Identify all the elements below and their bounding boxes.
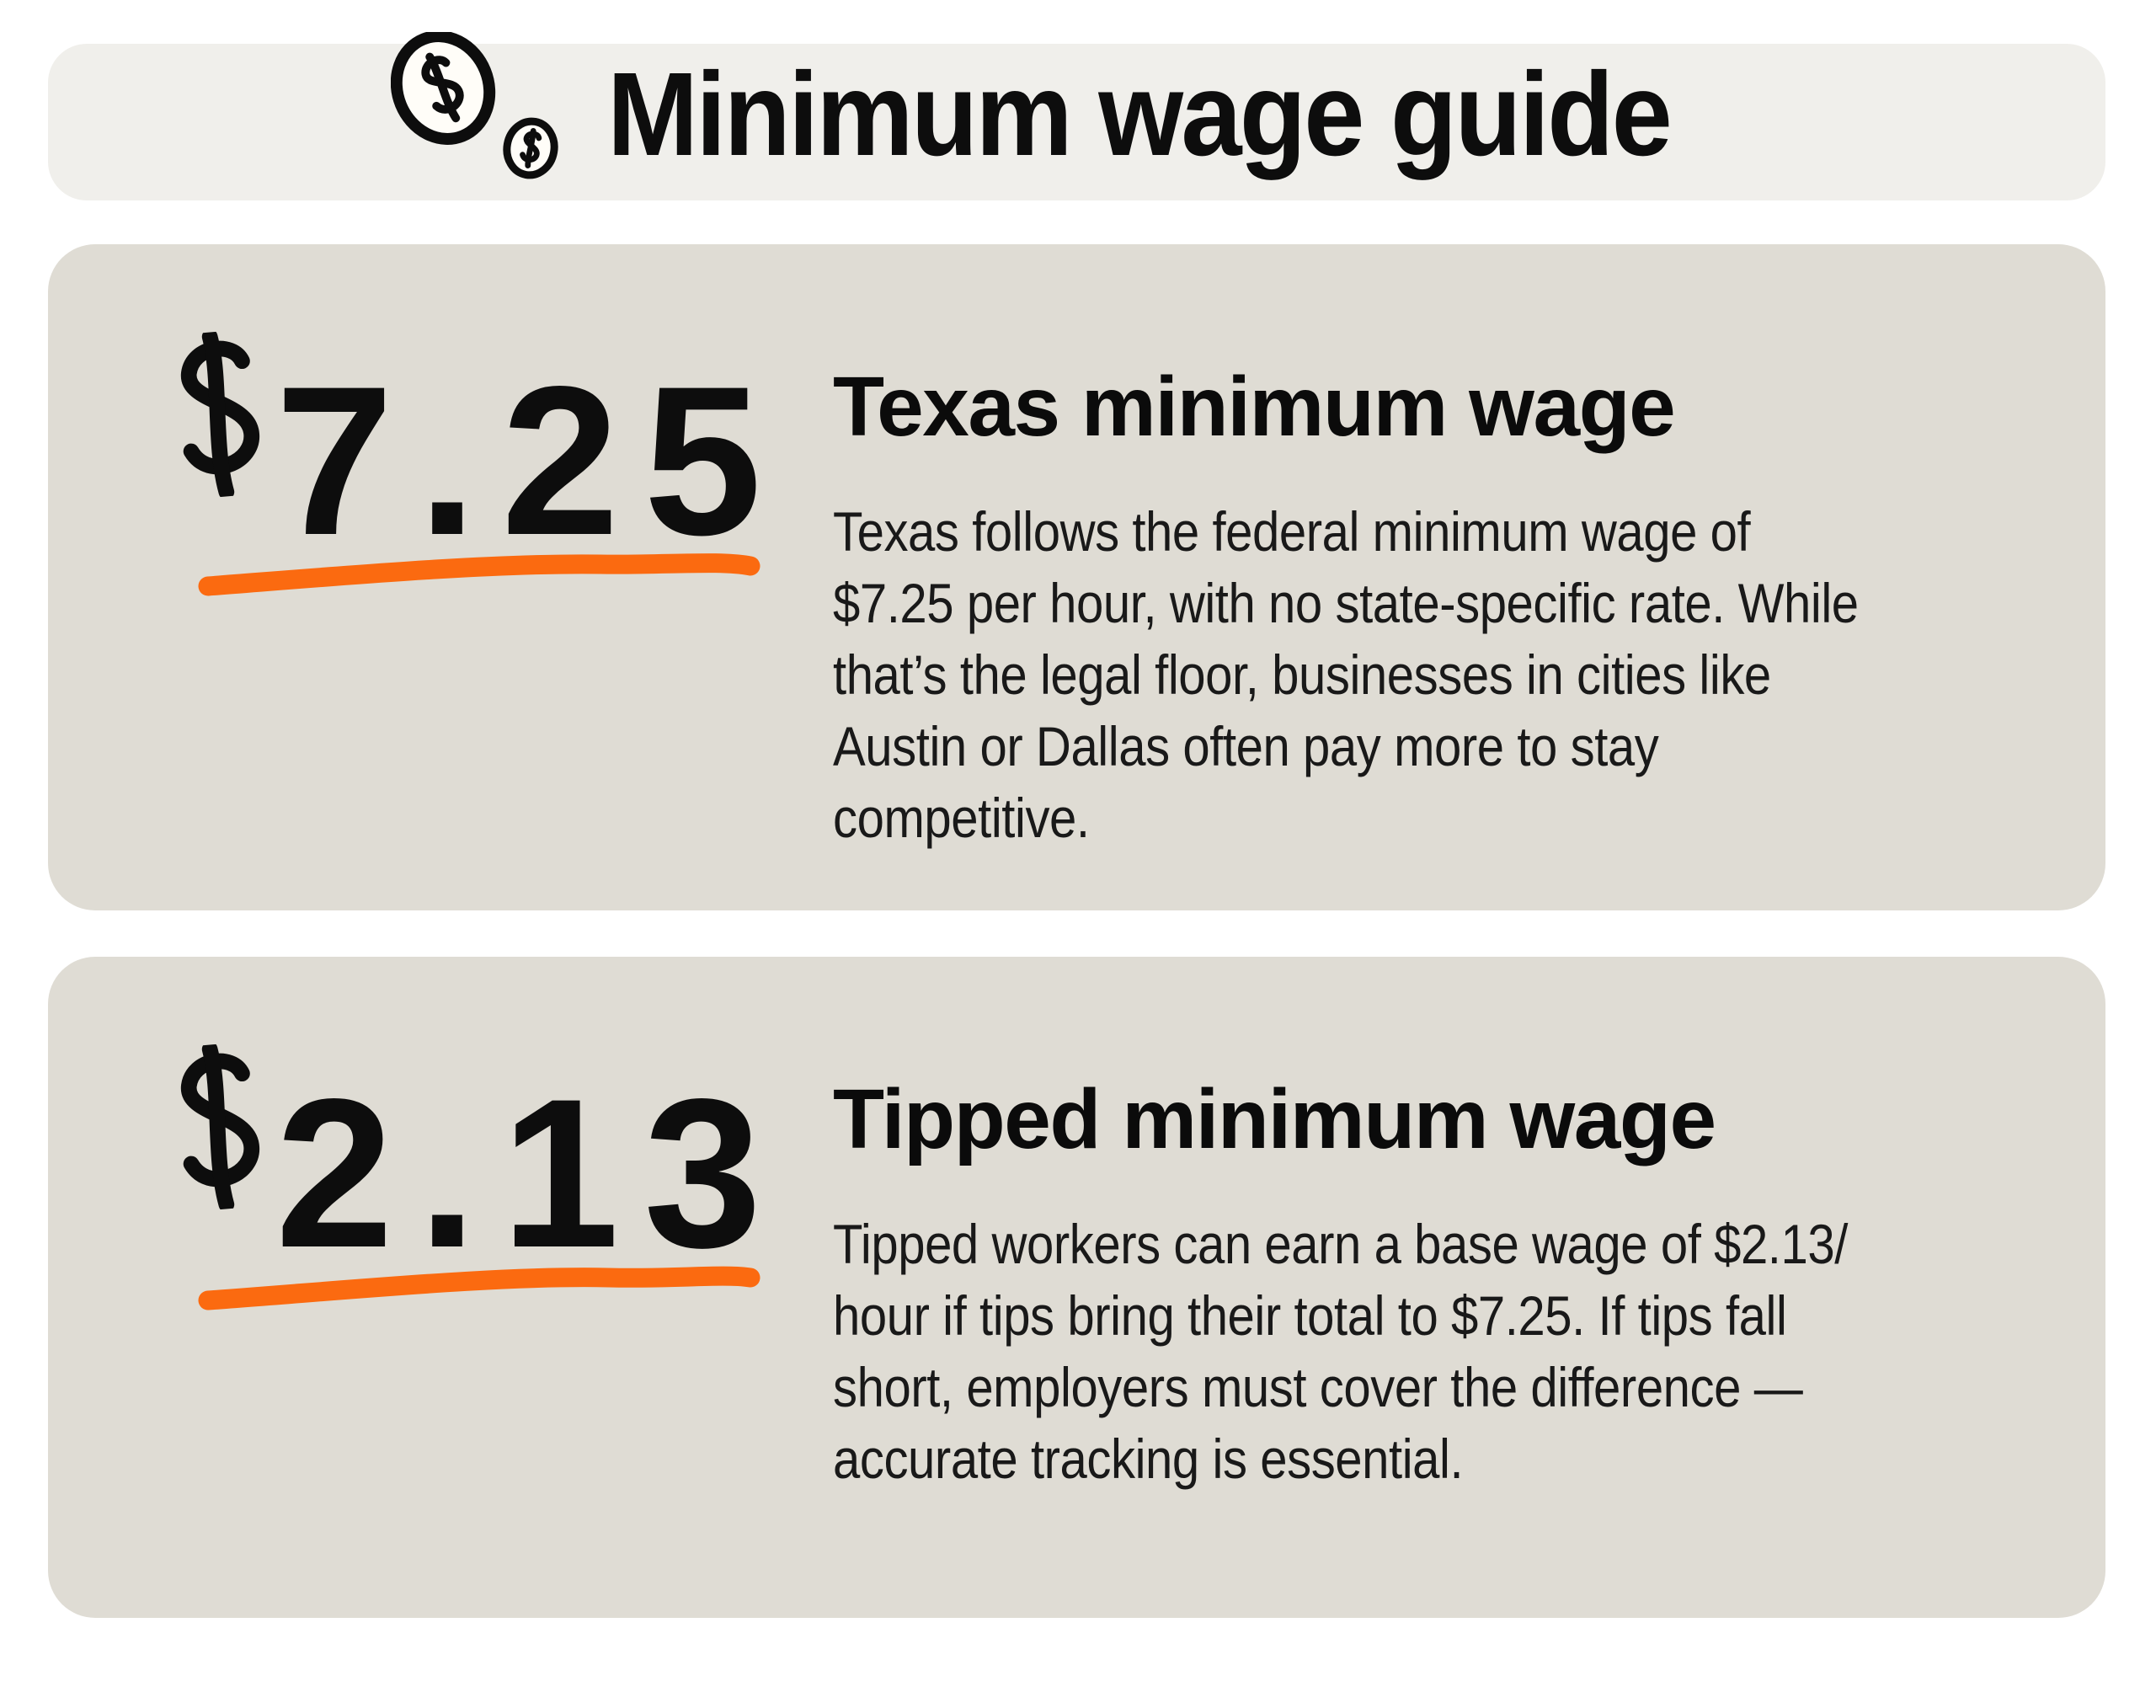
dollar-sign-icon: [164, 1040, 273, 1213]
page-title: Minimum wage guide: [607, 46, 1673, 180]
card-text-column: Tipped minimum wage Tipped workers can e…: [833, 1077, 1986, 1495]
card-heading: Texas minimum wage: [833, 360, 1676, 454]
body-line: short, employers must cover the differen…: [833, 1356, 1803, 1418]
dollar-sign-icon: [164, 328, 273, 500]
page-root: Minimum wage guide 7.25 Texas minimum wa…: [0, 32, 2156, 1618]
hand-drawn-underline: [198, 1266, 760, 1310]
card-tipped-minimum-wage: 2.13 Tipped minimum wage Tipped workers …: [48, 957, 2105, 1618]
dollar-coin-large-icon: [391, 32, 496, 145]
card-body: Tipped workers can earn a base wage of $…: [833, 1209, 1986, 1495]
body-line: $7.25 per hour, with no state-specific r…: [833, 572, 1859, 634]
body-line: accurate tracking is essential.: [833, 1428, 1464, 1490]
dollar-coin-small-icon: [503, 117, 558, 179]
body-line: hour if tips bring their total to $7.25.…: [833, 1284, 1787, 1347]
card-text-column: Texas minimum wage Texas follows the fed…: [833, 365, 1999, 854]
wage-amount: 7.25: [171, 332, 786, 568]
body-line: Texas follows the federal minimum wage o…: [833, 500, 1751, 563]
card-body: Texas follows the federal minimum wage o…: [833, 496, 1999, 854]
body-line: that’s the legal floor, businesses in ci…: [833, 643, 1771, 706]
body-line: competitive.: [833, 787, 1090, 849]
card-heading: Tipped minimum wage: [833, 1072, 1716, 1166]
dollar-coins-icon: [391, 32, 558, 179]
card-texas-minimum-wage: 7.25 Texas minimum wage Texas follows th…: [48, 244, 2105, 910]
header-bar: Minimum wage guide: [48, 32, 2105, 200]
wage-amount-value: 7.25: [275, 343, 787, 579]
body-line: Tipped workers can earn a base wage of $…: [833, 1213, 1848, 1275]
wage-amount-value: 2.13: [275, 1055, 787, 1292]
body-line: Austin or Dallas often pay more to stay: [833, 715, 1659, 777]
hand-drawn-underline: [198, 553, 760, 596]
wage-amount: 2.13: [171, 1044, 786, 1280]
